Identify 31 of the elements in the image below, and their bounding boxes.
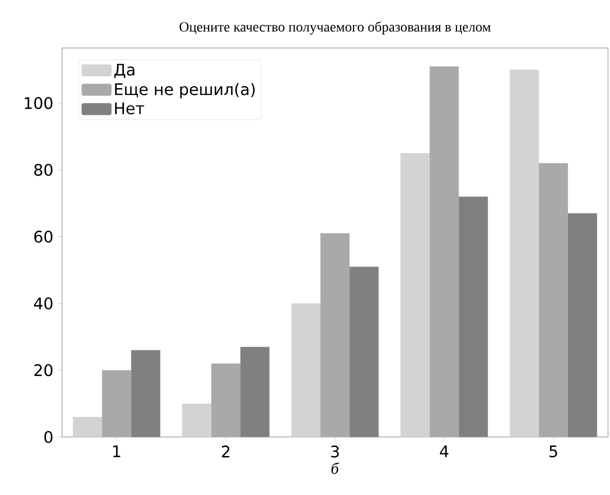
bar <box>430 66 459 437</box>
x-tick-label: 2 <box>222 446 230 458</box>
x-tick-label: 1 <box>113 446 120 458</box>
bar <box>568 213 598 437</box>
bar <box>320 233 350 437</box>
y-tick-label: 80 <box>34 164 52 176</box>
bar <box>400 153 430 437</box>
bar <box>510 70 539 437</box>
x-tick-label: 5 <box>550 446 558 458</box>
y-tick-label: 20 <box>34 364 52 376</box>
y-tick-label: 60 <box>34 230 52 243</box>
bar <box>458 196 488 437</box>
x-tick-label: 3 <box>331 446 339 458</box>
bar <box>240 346 270 437</box>
bar <box>72 416 102 437</box>
bar <box>538 163 568 437</box>
legend-label: Да <box>114 64 134 78</box>
bar <box>131 350 160 437</box>
y-tick-label: 40 <box>34 297 52 310</box>
x-tick-label: 4 <box>440 446 448 458</box>
y-tick-label: 100 <box>24 97 52 110</box>
chart-title: Оцените качество получаемого образования в целом <box>180 21 491 34</box>
bar <box>350 266 379 437</box>
legend-label: Еще не решил(а) <box>115 82 255 98</box>
bar <box>182 404 212 437</box>
legend-label: Нет <box>115 102 144 114</box>
bar <box>102 370 132 437</box>
y-tick-label: 0 <box>44 430 52 444</box>
x-axis-title: б <box>331 462 340 474</box>
bar <box>211 364 240 437</box>
bar <box>291 303 320 437</box>
